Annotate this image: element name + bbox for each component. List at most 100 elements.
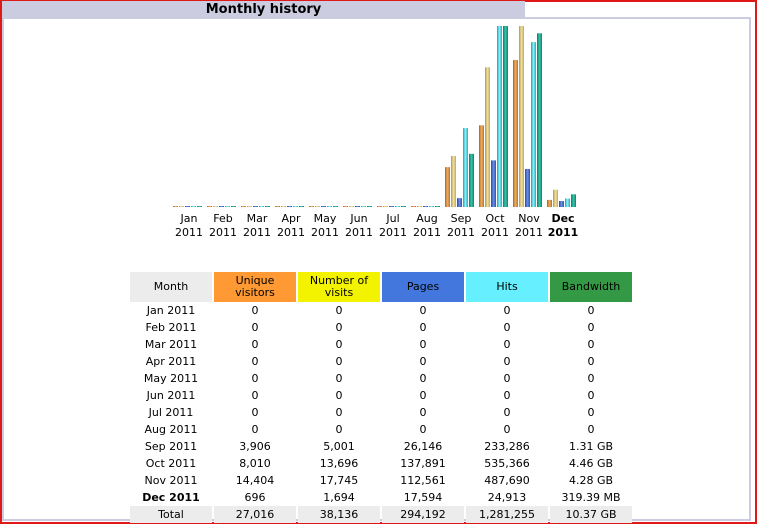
header-bandwidth: Bandwidth (550, 272, 632, 302)
x-tick-month: Apr (281, 212, 301, 225)
cell-unique-visitors: 0 (251, 406, 259, 419)
bar-visits (553, 189, 558, 207)
table-row: Dec 2011 696 1,694 17,594 24,913 319.39 MB (130, 489, 632, 506)
cell-bandwidth: 4.46 GB (568, 457, 614, 470)
cell-visits: 5,001 (323, 440, 355, 453)
cell-unique-visitors: 14,404 (235, 474, 275, 487)
cell-unique-visitors: 8,010 (239, 457, 271, 470)
header-unique-visitors-line2: visitors (235, 286, 275, 299)
bar-bandwidth (571, 194, 576, 207)
cell-bandwidth: 0 (587, 372, 595, 385)
bar-pages (559, 201, 564, 207)
bar-pages (389, 206, 394, 207)
bar-pages (355, 206, 360, 207)
x-tick-year: 2011 (345, 226, 373, 239)
bar-unique-visitors (377, 206, 382, 207)
x-tick-year: 2011 (447, 226, 475, 239)
table-row: Mar 2011 0 0 0 0 0 (130, 336, 632, 353)
cell-bandwidth: 0 (587, 355, 595, 368)
cell-pages: 26,146 (403, 440, 443, 453)
bar-unique-visitors (173, 206, 178, 207)
bar-unique-visitors (411, 206, 416, 207)
total-pages: 294,192 (382, 506, 464, 523)
table-row: Oct 2011 8,010 13,696 137,891 535,366 4.46 GB (130, 455, 632, 472)
cell-month: Dec 2011 (142, 491, 200, 504)
table-row: May 2011 0 0 0 0 0 (130, 370, 632, 387)
bar-hits (225, 206, 230, 207)
bar-pages (457, 198, 462, 207)
x-tick-year: 2011 (379, 226, 407, 239)
cell-month: Aug 2011 (144, 423, 198, 436)
cell-bandwidth: 1.31 GB (568, 440, 614, 453)
x-tick-month: Mar (247, 212, 268, 225)
cell-hits: 233,286 (484, 440, 530, 453)
header-visits-line2: visits (324, 286, 354, 299)
table-row: Jan 2011 0 0 0 0 0 (130, 302, 632, 319)
cell-pages: 0 (419, 423, 427, 436)
header-month: Month (130, 272, 212, 302)
bar-hits (191, 206, 196, 207)
bar-hits (429, 206, 434, 207)
bar-pages (219, 206, 224, 207)
cell-month: Apr 2011 (145, 355, 197, 368)
bar-hits (497, 26, 502, 207)
x-tick-month: Nov (518, 212, 540, 225)
bar-bandwidth (299, 206, 304, 207)
table-row: Aug 2011 0 0 0 0 0 (130, 421, 632, 438)
bar-unique-visitors (445, 167, 450, 207)
bar-hits (395, 206, 400, 207)
cell-pages: 112,561 (400, 474, 446, 487)
cell-unique-visitors: 0 (251, 338, 259, 351)
header-hits: Hits (466, 272, 548, 302)
cell-unique-visitors: 0 (251, 355, 259, 368)
total-month: Total (130, 506, 212, 523)
cell-month: Sep 2011 (144, 440, 198, 453)
x-tick-year: 2011 (209, 226, 237, 239)
table-row: Jul 2011 0 0 0 0 0 (130, 404, 632, 421)
cell-visits: 0 (335, 338, 343, 351)
bar-visits (485, 67, 490, 207)
bar-hits (327, 206, 332, 207)
bar-bandwidth (435, 206, 440, 207)
cell-bandwidth: 0 (587, 321, 595, 334)
bar-visits (349, 206, 354, 207)
bar-bandwidth (333, 206, 338, 207)
table-row: Nov 2011 14,404 17,745 112,561 487,690 4.28 G… (130, 472, 632, 489)
cell-unique-visitors: 0 (251, 304, 259, 317)
x-tick-month: Jul (385, 212, 399, 225)
bar-bandwidth (197, 206, 202, 207)
table-row: Sep 2011 3,906 5,001 26,146 233,286 1.31 GB (130, 438, 632, 455)
bar-pages (423, 206, 428, 207)
x-tick-month: Sep (451, 212, 472, 225)
bar-bandwidth (265, 206, 270, 207)
cell-visits: 0 (335, 423, 343, 436)
x-tick-year: 2011 (277, 226, 305, 239)
x-tick-month: Jan (180, 212, 198, 225)
cell-hits: 0 (503, 423, 511, 436)
cell-visits: 0 (335, 406, 343, 419)
header-unique-visitors: Unique visitors (214, 272, 296, 302)
bar-hits (531, 42, 536, 208)
table-total-row: Total 27,016 38,136 294,192 1,281,255 10.37 G… (130, 506, 632, 523)
bar-visits (451, 155, 456, 207)
bar-pages (253, 206, 258, 207)
x-tick-year: 2011 (243, 226, 271, 239)
cell-month: Oct 2011 (145, 457, 197, 470)
x-tick-year: 2011 (413, 226, 441, 239)
x-tick-month: Feb (213, 212, 232, 225)
cell-month: Jan 2011 (146, 304, 196, 317)
x-tick-year: 2011 (515, 226, 543, 239)
cell-hits: 487,690 (484, 474, 530, 487)
cell-bandwidth: 0 (587, 423, 595, 436)
cell-unique-visitors: 696 (244, 491, 266, 504)
panel-title: Monthly history (2, 1, 525, 18)
x-tick-month: Dec (551, 212, 574, 225)
bar-bandwidth (469, 153, 474, 207)
cell-visits: 0 (335, 389, 343, 402)
total-hits: 1,281,255 (466, 506, 548, 523)
bar-visits (383, 206, 388, 207)
monthly-history-table: Month Unique visitors Number of visits Pag… (128, 272, 634, 523)
table-row: Apr 2011 0 0 0 0 0 (130, 353, 632, 370)
table-row: Feb 2011 0 0 0 0 0 (130, 319, 632, 336)
cell-hits: 0 (503, 389, 511, 402)
